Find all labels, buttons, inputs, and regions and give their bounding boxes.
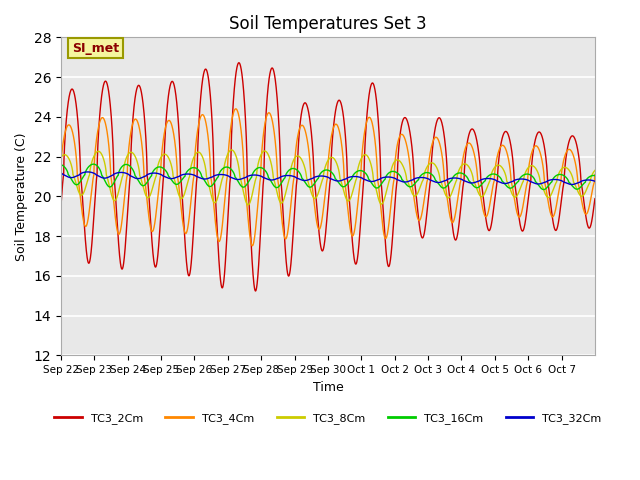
TC3_32Cm	[591, 179, 599, 184]
TC3_32Cm	[413, 175, 421, 181]
TC3_8Cm	[228, 147, 236, 153]
Line: TC3_4Cm: TC3_4Cm	[61, 109, 595, 246]
TC3_16Cm	[476, 184, 483, 190]
TC3_16Cm	[403, 182, 410, 188]
TC3_16Cm	[90, 161, 97, 167]
TC3_4Cm	[591, 171, 599, 177]
TC3_2Cm	[403, 116, 410, 122]
TC3_16Cm	[413, 178, 421, 184]
TC3_16Cm	[591, 173, 599, 179]
Title: Soil Temperatures Set 3: Soil Temperatures Set 3	[229, 15, 427, 33]
X-axis label: Time: Time	[312, 381, 343, 394]
TC3_2Cm	[57, 202, 65, 208]
TC3_8Cm	[149, 184, 157, 190]
TC3_2Cm	[235, 60, 243, 66]
TC3_4Cm	[232, 106, 239, 112]
TC3_8Cm	[591, 168, 599, 173]
TC3_16Cm	[467, 180, 475, 186]
Y-axis label: Soil Temperature (C): Soil Temperature (C)	[15, 132, 28, 261]
TC3_2Cm	[252, 288, 259, 294]
TC3_32Cm	[476, 178, 483, 184]
TC3_8Cm	[403, 177, 410, 182]
Line: TC3_16Cm: TC3_16Cm	[61, 164, 595, 190]
Line: TC3_8Cm: TC3_8Cm	[61, 150, 595, 205]
Line: TC3_2Cm: TC3_2Cm	[61, 63, 595, 291]
TC3_4Cm	[468, 143, 476, 148]
TC3_32Cm	[84, 169, 92, 175]
TC3_16Cm	[540, 187, 548, 192]
TC3_16Cm	[452, 171, 460, 177]
TC3_32Cm	[568, 181, 575, 187]
TC3_2Cm	[468, 126, 476, 132]
TC3_2Cm	[413, 204, 421, 209]
TC3_32Cm	[149, 170, 157, 176]
Text: SI_met: SI_met	[72, 42, 119, 55]
TC3_32Cm	[467, 180, 475, 186]
TC3_2Cm	[591, 196, 599, 202]
TC3_2Cm	[149, 250, 157, 256]
TC3_16Cm	[149, 168, 157, 174]
TC3_8Cm	[57, 155, 65, 160]
TC3_32Cm	[57, 170, 65, 176]
TC3_4Cm	[403, 142, 410, 148]
TC3_32Cm	[403, 179, 410, 185]
TC3_8Cm	[468, 169, 476, 175]
TC3_32Cm	[452, 175, 460, 181]
TC3_4Cm	[452, 209, 460, 215]
TC3_4Cm	[248, 243, 256, 249]
TC3_2Cm	[452, 237, 460, 243]
TC3_4Cm	[476, 185, 483, 191]
TC3_2Cm	[476, 155, 483, 161]
TC3_4Cm	[57, 159, 65, 165]
TC3_4Cm	[149, 228, 157, 234]
TC3_8Cm	[244, 202, 252, 208]
Line: TC3_32Cm: TC3_32Cm	[61, 172, 595, 184]
TC3_8Cm	[413, 191, 421, 197]
TC3_4Cm	[413, 214, 421, 220]
Legend: TC3_2Cm, TC3_4Cm, TC3_8Cm, TC3_16Cm, TC3_32Cm: TC3_2Cm, TC3_4Cm, TC3_8Cm, TC3_16Cm, TC3…	[50, 408, 606, 429]
TC3_8Cm	[452, 179, 460, 184]
TC3_8Cm	[476, 192, 483, 197]
TC3_16Cm	[57, 162, 65, 168]
